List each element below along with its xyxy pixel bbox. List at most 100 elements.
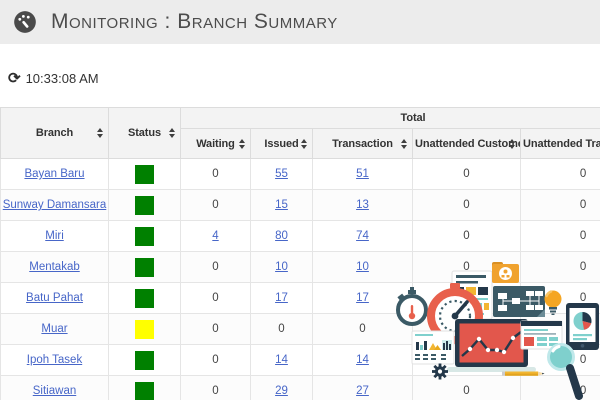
unattended-transaction-value: 0	[579, 385, 587, 397]
status-indicator	[135, 226, 154, 246]
transaction-link[interactable]: 13	[356, 199, 369, 211]
branch-link[interactable]: Batu Pahat	[26, 292, 83, 304]
branch-cell: Ipoh Tasek	[0, 344, 109, 376]
status-indicator	[135, 164, 154, 184]
column-header-waiting[interactable]: Waiting	[180, 128, 251, 159]
unattended-transaction-cell: 0	[519, 313, 600, 345]
column-header-status[interactable]: Status	[108, 107, 181, 159]
branch-link[interactable]: Bayan Baru	[24, 168, 85, 180]
issued-cell: 10	[250, 251, 313, 283]
unattended-transaction-value: 0	[579, 292, 587, 304]
unattended-customer-value: 0	[463, 385, 470, 397]
branch-cell: Muar	[0, 313, 109, 345]
transaction-link[interactable]: 51	[356, 168, 369, 180]
waiting-value: 0	[212, 168, 219, 180]
sort-icon	[301, 138, 307, 149]
column-header-transaction[interactable]: Transaction	[312, 128, 413, 159]
issued-link[interactable]: 15	[275, 199, 288, 211]
column-header-branch[interactable]: Branch	[0, 107, 109, 159]
table-row: Miri 4 80 74 0 0	[0, 220, 600, 252]
unattended-customer-value: 0	[463, 292, 470, 304]
sort-icon	[169, 128, 175, 138]
issued-cell: 29	[250, 375, 313, 400]
waiting-value: 0	[212, 199, 219, 211]
status-cell	[108, 158, 181, 190]
refresh-icon[interactable]: ⟳	[8, 70, 21, 87]
transaction-link[interactable]: 17	[356, 292, 369, 304]
status-indicator	[135, 288, 154, 308]
unattended-customer-cell: 0	[412, 344, 521, 376]
waiting-link[interactable]: 4	[212, 230, 219, 242]
transaction-cell: 13	[312, 189, 413, 221]
waiting-value: 0	[212, 323, 219, 335]
transaction-cell: 74	[312, 220, 413, 252]
issued-cell: 17	[250, 282, 313, 314]
refresh-timestamp: 10:33:08 AM	[25, 71, 99, 86]
unattended-transaction-cell: 0	[519, 220, 600, 252]
waiting-value: 0	[212, 385, 219, 397]
branch-cell: Miri	[0, 220, 109, 252]
table-row: Ipoh Tasek 0 14 14 0 0	[0, 344, 600, 376]
transaction-cell: 51	[312, 158, 413, 190]
column-header-issued[interactable]: Issued	[250, 128, 313, 159]
issued-link[interactable]: 80	[275, 230, 288, 242]
sort-icon	[401, 138, 407, 149]
unattended-customer-cell: 0	[412, 375, 521, 400]
refresh-row: ⟳ 10:33:08 AM	[8, 71, 99, 86]
branch-cell: Batu Pahat	[0, 282, 109, 314]
waiting-cell: 0	[180, 375, 251, 400]
transaction-cell: 17	[312, 282, 413, 314]
branch-link[interactable]: Mentakab	[29, 261, 80, 273]
transaction-link[interactable]: 27	[356, 385, 369, 397]
issued-link[interactable]: 55	[275, 168, 288, 180]
branch-link[interactable]: Miri	[45, 230, 64, 242]
issued-link[interactable]: 29	[275, 385, 288, 397]
status-cell	[108, 251, 181, 283]
transaction-cell: 0	[312, 313, 413, 345]
issued-link[interactable]: 17	[275, 292, 288, 304]
issued-cell: 80	[250, 220, 313, 252]
branch-link[interactable]: Sitiawan	[32, 385, 77, 397]
transaction-cell: 14	[312, 344, 413, 376]
waiting-value: 0	[212, 354, 219, 366]
transaction-link[interactable]: 14	[356, 354, 369, 366]
branch-table-body: Bayan Baru 0 55 51 0 0 Sunway Damansara …	[0, 158, 600, 400]
issued-link[interactable]: 10	[275, 261, 288, 273]
branch-cell: Sitiawan	[0, 375, 109, 400]
transaction-link[interactable]: 10	[356, 261, 369, 273]
unattended-transaction-value: 0	[579, 261, 587, 273]
unattended-customer-cell: 0	[412, 158, 521, 190]
branch-link[interactable]: Ipoh Tasek	[26, 354, 83, 366]
transaction-value: 0	[359, 323, 366, 335]
issued-link[interactable]: 14	[275, 354, 288, 366]
unattended-transaction-value: 0	[579, 230, 587, 242]
transaction-link[interactable]: 74	[356, 230, 369, 242]
branch-cell: Sunway Damansara	[0, 189, 109, 221]
issued-cell: 14	[250, 344, 313, 376]
sort-icon	[509, 138, 515, 149]
status-indicator	[135, 319, 154, 339]
unattended-customer-value: 0	[463, 168, 470, 180]
column-header-unattended-transaction[interactable]: Unattended Transaction	[519, 128, 600, 159]
branch-link[interactable]: Muar	[41, 323, 68, 335]
status-cell	[108, 313, 181, 345]
issued-cell: 15	[250, 189, 313, 221]
column-header-unattended-customer[interactable]: Unattended Customer	[412, 128, 521, 159]
unattended-transaction-cell: 0	[519, 189, 600, 221]
unattended-transaction-value: 0	[579, 199, 587, 211]
unattended-transaction-cell: 0	[519, 344, 600, 376]
unattended-transaction-cell: 0	[519, 251, 600, 283]
sort-icon	[97, 128, 103, 138]
status-cell	[108, 344, 181, 376]
status-cell	[108, 189, 181, 221]
unattended-customer-cell: 0	[412, 313, 521, 345]
waiting-value: 0	[212, 292, 219, 304]
waiting-cell: 0	[180, 313, 251, 345]
branch-link[interactable]: Sunway Damansara	[2, 199, 107, 211]
status-cell	[108, 220, 181, 252]
waiting-cell: 0	[180, 282, 251, 314]
waiting-cell: 0	[180, 189, 251, 221]
table-row: Sitiawan 0 29 27 0 0	[0, 375, 600, 400]
table-row: Muar 0 0 0 0 0	[0, 313, 600, 345]
waiting-cell: 4	[180, 220, 251, 252]
